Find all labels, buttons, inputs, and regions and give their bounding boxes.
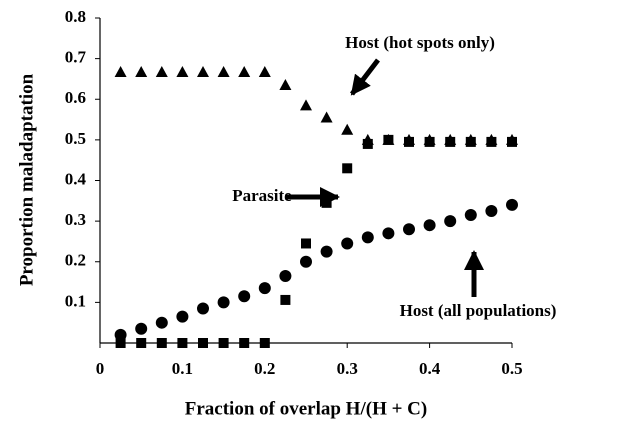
square-point <box>321 197 332 208</box>
circle-point <box>135 322 148 335</box>
triangle-point <box>176 66 189 78</box>
square-point <box>404 136 414 147</box>
square-point <box>239 338 250 348</box>
x-tick-label: 0.2 <box>254 359 275 378</box>
y-tick-label: 0.6 <box>65 88 86 107</box>
triangle-point <box>155 66 168 78</box>
x-tick-label: 0.4 <box>419 359 441 378</box>
circle-point <box>197 302 209 315</box>
y-axis-label: Proportion maladaptation <box>16 73 37 286</box>
triangle-point <box>238 66 251 78</box>
square-point <box>445 136 456 147</box>
triangle-point <box>258 66 271 78</box>
y-tick-label: 0.1 <box>65 291 86 310</box>
square-point <box>507 136 517 147</box>
square-point <box>280 294 291 305</box>
square-point <box>198 338 208 348</box>
square-point <box>259 338 270 348</box>
square-point <box>156 338 167 348</box>
x-axis-label: Fraction of overlap H/(H + C) <box>185 398 427 419</box>
y-tick-label: 0.7 <box>65 48 87 67</box>
square-point <box>177 338 188 348</box>
square-point <box>342 163 353 174</box>
circle-point <box>361 231 374 244</box>
triangle-point <box>279 79 292 91</box>
square-point <box>218 338 229 348</box>
y-tick-label: 0.4 <box>65 169 87 188</box>
circle-point <box>176 310 189 323</box>
square-point <box>465 136 476 147</box>
circle-point <box>506 198 518 211</box>
triangle-point <box>197 66 209 78</box>
square-point <box>383 134 394 145</box>
triangle-point <box>341 123 354 135</box>
triangle-point <box>320 111 333 123</box>
x-tick-label: 0.1 <box>172 359 193 378</box>
circle-point <box>444 215 457 228</box>
square-point <box>301 238 311 249</box>
y-tick-label: 0.3 <box>65 210 86 229</box>
circle-point <box>279 269 292 282</box>
annotation: Host (hot spots only) <box>345 33 495 52</box>
circle-point <box>114 328 127 341</box>
circle-point <box>217 296 230 309</box>
circle-point <box>320 245 333 258</box>
y-tick-label: 0.8 <box>65 7 86 26</box>
y-tick-label: 0.5 <box>65 129 86 148</box>
arrow <box>350 58 380 96</box>
square-point <box>486 136 497 147</box>
square-point <box>136 338 147 348</box>
circle-point <box>258 282 271 295</box>
circle-point <box>238 290 251 303</box>
x-tick-label: 0.3 <box>337 359 358 378</box>
circle-point <box>403 223 415 236</box>
circle-point <box>423 219 436 232</box>
square-point <box>424 136 435 147</box>
square-point <box>362 138 373 149</box>
annotation: Host (all populations) <box>400 301 557 320</box>
triangle-point <box>300 99 312 111</box>
circle-point <box>464 209 477 222</box>
triangle-point <box>217 66 230 78</box>
triangle-point <box>114 66 127 78</box>
triangle-point <box>135 66 148 78</box>
x-tick-label: 0 <box>96 359 105 378</box>
circle-point <box>382 227 395 240</box>
circle-point <box>155 316 168 329</box>
y-tick-label: 0.2 <box>65 251 86 270</box>
square-point <box>115 338 126 348</box>
circle-point <box>485 204 498 217</box>
circle-point <box>300 255 312 268</box>
annotation: Parasite <box>232 186 292 205</box>
x-tick-label: 0.5 <box>501 359 522 378</box>
circle-point <box>341 237 354 250</box>
